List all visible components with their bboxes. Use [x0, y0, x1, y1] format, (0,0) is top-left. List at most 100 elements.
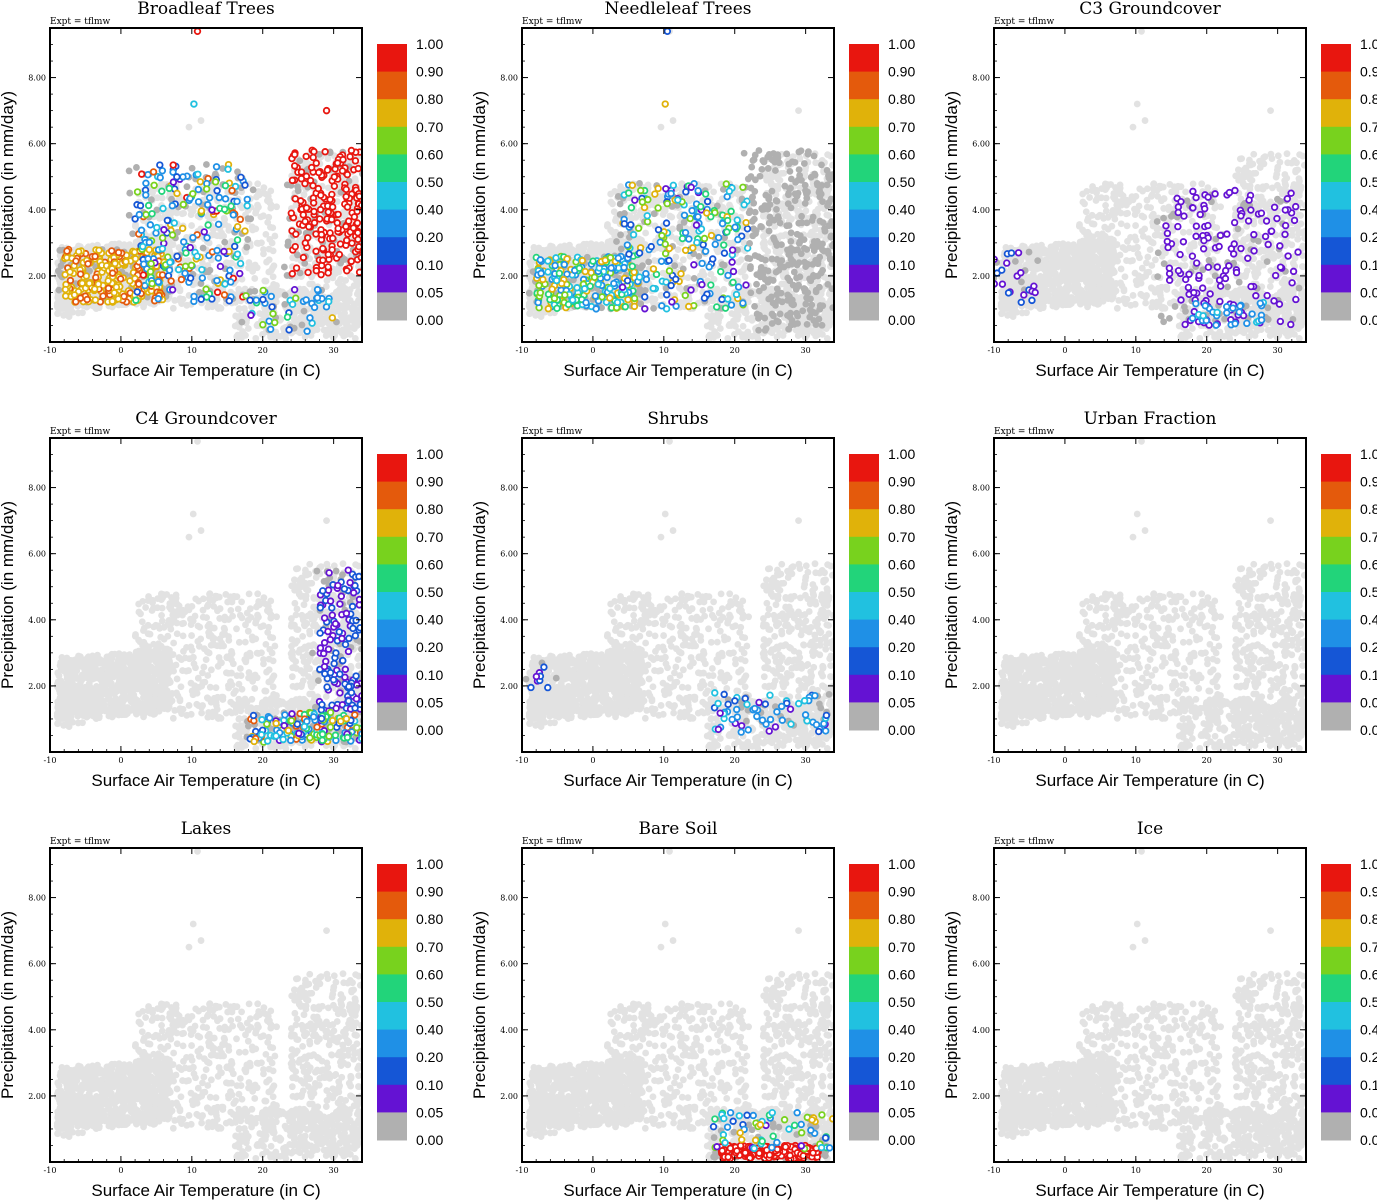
background-point [292, 201, 300, 209]
x-tick-label: 30 [329, 346, 339, 355]
data-point [221, 195, 230, 203]
data-point [338, 167, 347, 175]
colorbar-label: 1.00 [416, 36, 443, 52]
data-point [182, 249, 190, 257]
data-point [287, 209, 296, 217]
data-point [321, 148, 329, 156]
data-point [259, 286, 267, 295]
data-point [181, 262, 190, 270]
data-point [347, 257, 356, 265]
background-point [265, 256, 273, 264]
background-point [741, 273, 749, 281]
background-point [632, 213, 640, 221]
data-point [317, 230, 326, 239]
data-point [259, 320, 267, 329]
background-point [260, 250, 267, 258]
background-point [115, 240, 123, 248]
data-point [174, 265, 183, 274]
colorbar-cell [377, 292, 407, 321]
data-point [214, 254, 223, 262]
data-point [285, 326, 293, 334]
background-point [176, 297, 184, 304]
data-point [309, 153, 317, 162]
data-point [343, 203, 352, 211]
data-point [108, 247, 116, 255]
data-point [252, 296, 260, 304]
y-axis-label: Precipitation (in mm/day) [0, 91, 17, 279]
data-point [302, 296, 310, 304]
background-point [273, 282, 280, 289]
zero-fraction-point [129, 230, 137, 238]
data-point [165, 184, 173, 193]
background-point [530, 243, 538, 251]
data-point [144, 255, 152, 263]
background-point [158, 194, 166, 202]
data-point [202, 285, 210, 293]
data-point [317, 270, 325, 279]
data-point [312, 247, 320, 255]
background-point [235, 285, 243, 293]
background-point [235, 305, 243, 313]
data-point [347, 146, 356, 155]
data-point [292, 230, 300, 238]
zero-fraction-point [284, 241, 292, 249]
data-point [301, 217, 309, 226]
background-point [764, 248, 772, 255]
background-point [611, 232, 619, 239]
data-point [227, 202, 235, 210]
background-point [259, 331, 266, 338]
zero-fraction-point [363, 263, 370, 270]
background-point [188, 222, 195, 229]
data-point [122, 258, 130, 266]
background-point [826, 273, 834, 281]
data-point [181, 269, 189, 278]
background-point [140, 303, 147, 311]
data-point [343, 267, 351, 275]
zero-fraction-point [125, 167, 133, 175]
data-point [91, 252, 99, 261]
data-point [197, 295, 205, 303]
background-point [149, 189, 156, 197]
data-point [132, 296, 140, 304]
data-point [324, 263, 332, 271]
data-point [156, 173, 164, 182]
data-point [136, 201, 145, 210]
data-point [324, 208, 333, 216]
zero-fraction-point [251, 287, 259, 295]
background-point [347, 330, 354, 338]
data-point [66, 268, 74, 276]
background-point [713, 228, 721, 236]
background-point [238, 333, 246, 341]
background-point [772, 248, 780, 255]
data-point [72, 257, 80, 265]
data-point [165, 266, 174, 274]
background-point [344, 317, 352, 325]
background-point [237, 312, 244, 320]
data-point [148, 279, 156, 288]
data-point [150, 181, 158, 189]
background-point [737, 256, 745, 264]
colorbar-label: 0.90 [416, 64, 443, 80]
data-point [208, 206, 216, 214]
zero-fraction-point [244, 215, 252, 223]
background-point [350, 325, 358, 333]
background-point [54, 309, 62, 316]
background-point [267, 266, 275, 274]
data-point [237, 173, 245, 182]
background-point [782, 212, 789, 220]
data-point [267, 292, 275, 301]
data-point [70, 291, 79, 299]
data-point [61, 285, 70, 294]
zero-fraction-point [294, 183, 301, 191]
background-point [558, 245, 566, 253]
background-point [592, 246, 600, 254]
background-point [222, 259, 230, 267]
data-point [92, 273, 100, 282]
background-point [262, 230, 270, 238]
background-point [264, 197, 271, 205]
data-point [310, 207, 318, 216]
data-point [297, 197, 305, 205]
background-point [547, 242, 554, 250]
data-point [220, 205, 229, 214]
background-point [773, 173, 780, 181]
